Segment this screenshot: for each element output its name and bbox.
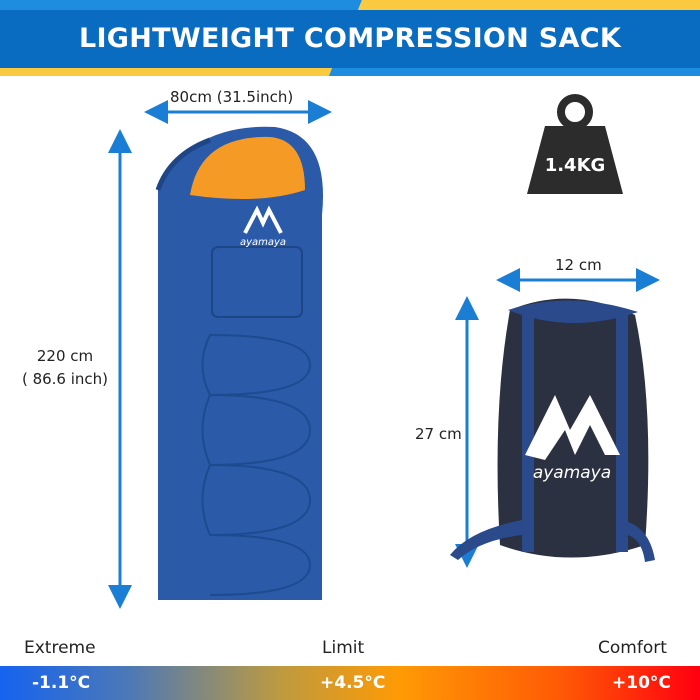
bag-brand-logo: ayamaya [240,237,286,248]
sleeping-bag-image: ayamaya [108,100,332,609]
bag-length-inch-label: ( 86.6 inch) [21,370,109,388]
compression-sack-image: ayamaya [450,268,660,568]
temp-label-extreme: Extreme [24,638,96,658]
temp-value-comfort: +10°C [612,673,671,693]
temp-value-limit: +4.5°C [320,673,386,693]
bag-length-label: 220 cm [36,347,94,365]
temp-label-limit: Limit [322,638,365,658]
temperature-gradient-bar: -1.1°C +4.5°C +10°C [0,666,700,700]
weight-icon [527,94,623,194]
temp-value-extreme: -1.1°C [32,673,91,693]
bag-width-label: 80cm (31.5inch) [170,88,294,106]
sack-width-label: 12 cm [555,256,602,274]
weight-label: 1.4KG [544,155,606,176]
temp-label-comfort: Comfort [598,638,667,658]
header-banner [0,0,700,76]
sack-brand-logo: ayamaya [533,463,611,483]
sack-height-label: 27 cm [415,425,462,443]
page-title: LIGHTWEIGHT COMPRESSION SACK [78,23,622,54]
